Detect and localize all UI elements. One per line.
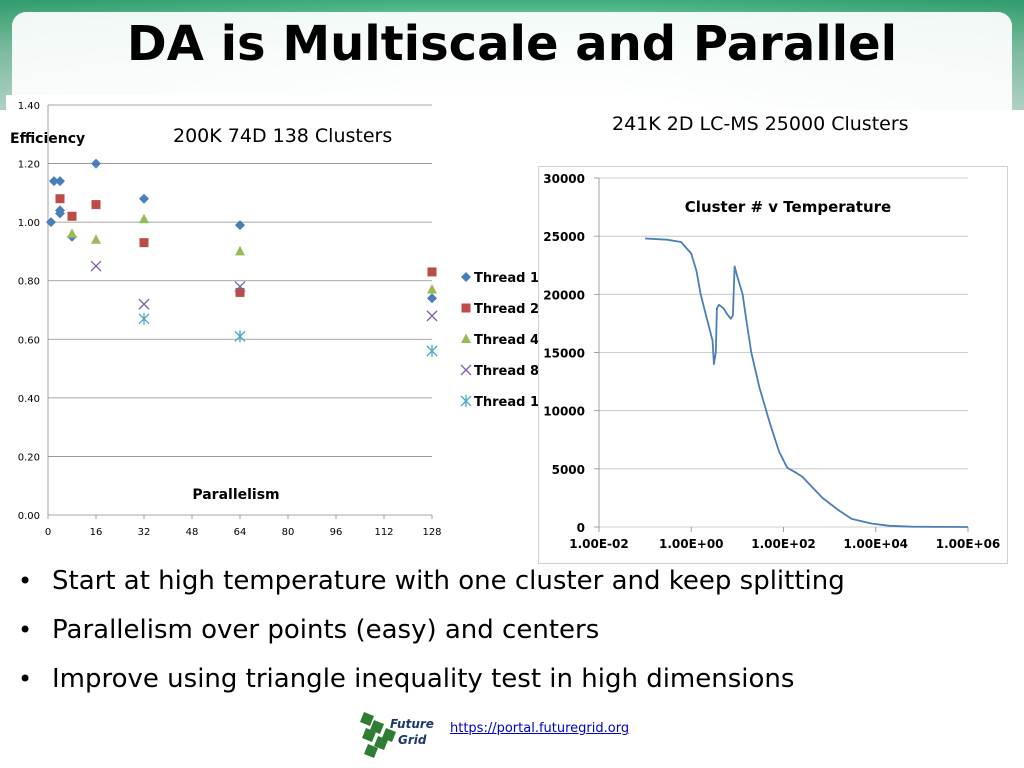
y-tick-label: 0.00	[18, 511, 40, 522]
data-point-triangle	[67, 228, 77, 238]
data-point-diamond	[461, 272, 471, 282]
y-tick-label: 0.80	[18, 277, 40, 288]
legend-label: Thread 8	[474, 364, 539, 379]
futuregrid-logo: Future Grid	[360, 712, 434, 758]
y-tick-label: 0.40	[18, 394, 40, 405]
data-point-triangle	[91, 234, 101, 244]
bullet-item: • Start at high temperature with one clus…	[18, 562, 978, 611]
x-tick-label: 1.00E+04	[843, 537, 908, 551]
chart-background	[538, 166, 1008, 564]
y-tick-label: 15000	[543, 347, 585, 361]
x-tick-label: 1.00E-02	[569, 537, 628, 551]
cluster-temperature-line-chart: 0 5000 10000 15000 20000 25000 30000 1.00E-02 1.…	[538, 166, 1008, 564]
logo-text-future: Future	[390, 717, 434, 731]
data-point-triangle	[427, 284, 437, 294]
data-point-square	[67, 211, 77, 221]
data-point-diamond	[55, 176, 65, 187]
chart-title: Cluster # v Temperature	[685, 198, 891, 216]
legend-label: Thread 1	[474, 271, 539, 286]
legend-label: Thread 16	[474, 395, 540, 410]
slide-title: DA is Multiscale and Parallel	[126, 16, 898, 72]
data-point-triangle	[139, 213, 149, 224]
bullet-text: Parallelism over points (easy) and cente…	[52, 615, 600, 645]
bullet-icon: •	[18, 616, 33, 644]
data-point-diamond	[427, 293, 437, 304]
y-tick-label: 1.20	[18, 160, 40, 171]
data-point-x	[138, 298, 150, 310]
data-point-diamond	[46, 217, 56, 228]
series-line	[645, 237, 969, 528]
logo-text-grid: Grid	[398, 733, 427, 747]
x-tick-label: 64	[234, 527, 247, 538]
data-point-diamond	[91, 158, 101, 169]
data-point-square	[461, 303, 471, 313]
y-axis-label: Efficiency	[10, 131, 85, 147]
bullet-text: Start at high temperature with one clust…	[52, 566, 845, 596]
x-tick-label: 80	[282, 527, 295, 538]
data-point-x	[426, 310, 438, 322]
right-chart-caption: 241K 2D LC-MS 25000 Clusters	[612, 113, 909, 135]
data-point-square	[55, 194, 65, 204]
data-point-star	[234, 330, 246, 343]
x-tick-label: 32	[138, 527, 151, 538]
bullet-list: • Start at high temperature with one clus…	[18, 562, 978, 709]
x-tick-label: 48	[186, 527, 199, 538]
y-tick-label: 0.60	[18, 335, 40, 346]
futuregrid-link[interactable]: https://portal.futuregrid.org	[450, 721, 630, 736]
data-point-x	[460, 364, 472, 376]
data-point-square	[235, 287, 245, 297]
data-point-star	[460, 395, 472, 407]
bullet-item: • Parallelism over points (easy) and cent…	[18, 611, 978, 660]
data-point-square	[139, 238, 149, 248]
data-point-diamond	[55, 208, 65, 219]
y-tick-label: 20000	[543, 288, 585, 302]
data-point-diamond	[49, 176, 59, 187]
y-tick-label: 10000	[543, 405, 585, 419]
x-axis-label: Parallelism	[192, 487, 279, 503]
data-point-triangle	[461, 333, 471, 343]
legend-label: Thread 2	[474, 302, 539, 317]
y-tick-label: 1.40	[18, 101, 40, 112]
y-tick-label: 30000	[543, 172, 585, 186]
bullet-icon: •	[18, 567, 33, 595]
data-point-star	[138, 312, 150, 325]
x-tick-label: 1.00E+00	[659, 537, 724, 551]
bullet-text: Improve using triangle inequality test i…	[52, 664, 795, 694]
efficiency-scatter-chart: 0.00 0.20 0.40 0.60 0.80 1.00 1.20 1.40 0 16 32 48 6…	[6, 95, 540, 545]
x-tick-label: 16	[90, 527, 103, 538]
y-tick-label: 5000	[552, 463, 585, 477]
x-tick-label: 128	[422, 527, 441, 538]
data-point-x	[234, 281, 246, 293]
data-point-square	[91, 200, 101, 210]
x-tick-label: 0	[45, 527, 51, 538]
x-tick-label: 96	[330, 527, 343, 538]
data-point-square	[427, 267, 437, 277]
y-tick-label: 0.20	[18, 452, 40, 463]
x-tick-label: 1.00E+02	[751, 537, 816, 551]
y-tick-label: 1.00	[18, 218, 40, 229]
legend-label: Thread 4	[474, 333, 539, 348]
chart-background	[6, 95, 540, 545]
data-point-x	[90, 260, 102, 272]
bullet-item: • Improve using triangle inequality test …	[18, 660, 978, 709]
x-tick-label: 112	[374, 527, 393, 538]
data-point-diamond	[139, 193, 149, 204]
bullet-icon: •	[18, 665, 33, 693]
left-chart-caption: 200K 74D 138 Clusters	[173, 125, 392, 147]
y-tick-label: 0	[577, 521, 585, 535]
y-tick-label: 25000	[543, 230, 585, 244]
data-point-star	[426, 345, 438, 357]
data-point-triangle	[235, 245, 245, 256]
data-point-diamond	[235, 220, 245, 231]
x-tick-label: 1.00E+06	[936, 537, 1001, 551]
